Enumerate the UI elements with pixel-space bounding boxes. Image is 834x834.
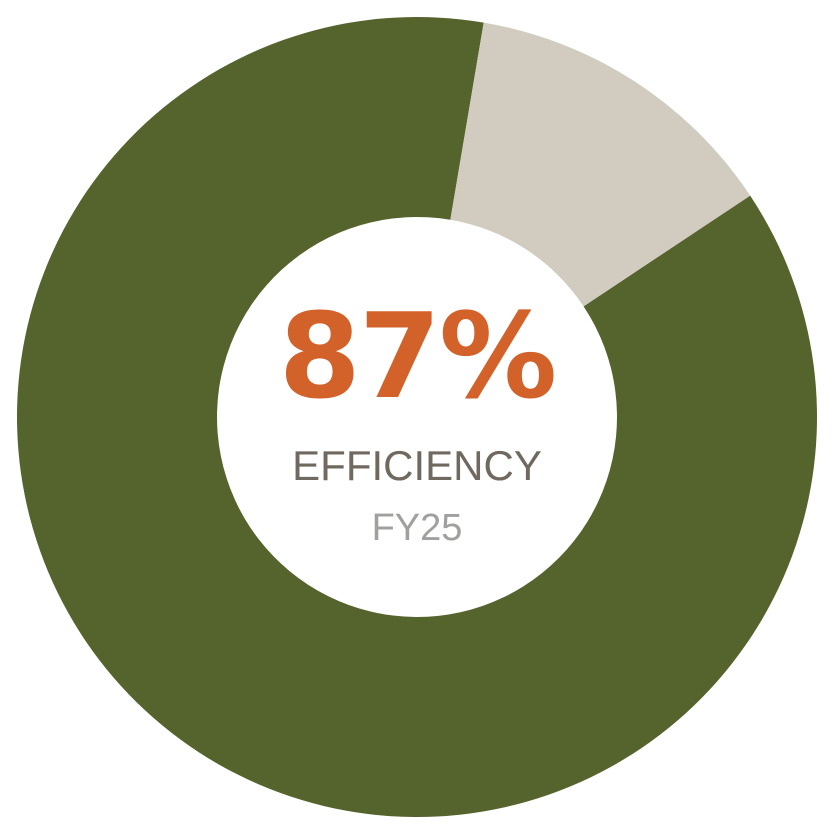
donut-center: 87% EFFICIENCY FY25 xyxy=(217,217,617,617)
donut-slice-efficiency xyxy=(17,17,818,818)
center-sublabel: FY25 xyxy=(371,507,463,549)
center-value: 87% xyxy=(278,287,557,425)
donut-slice-remainder xyxy=(450,22,751,307)
center-label: EFFICIENCY xyxy=(292,442,542,489)
